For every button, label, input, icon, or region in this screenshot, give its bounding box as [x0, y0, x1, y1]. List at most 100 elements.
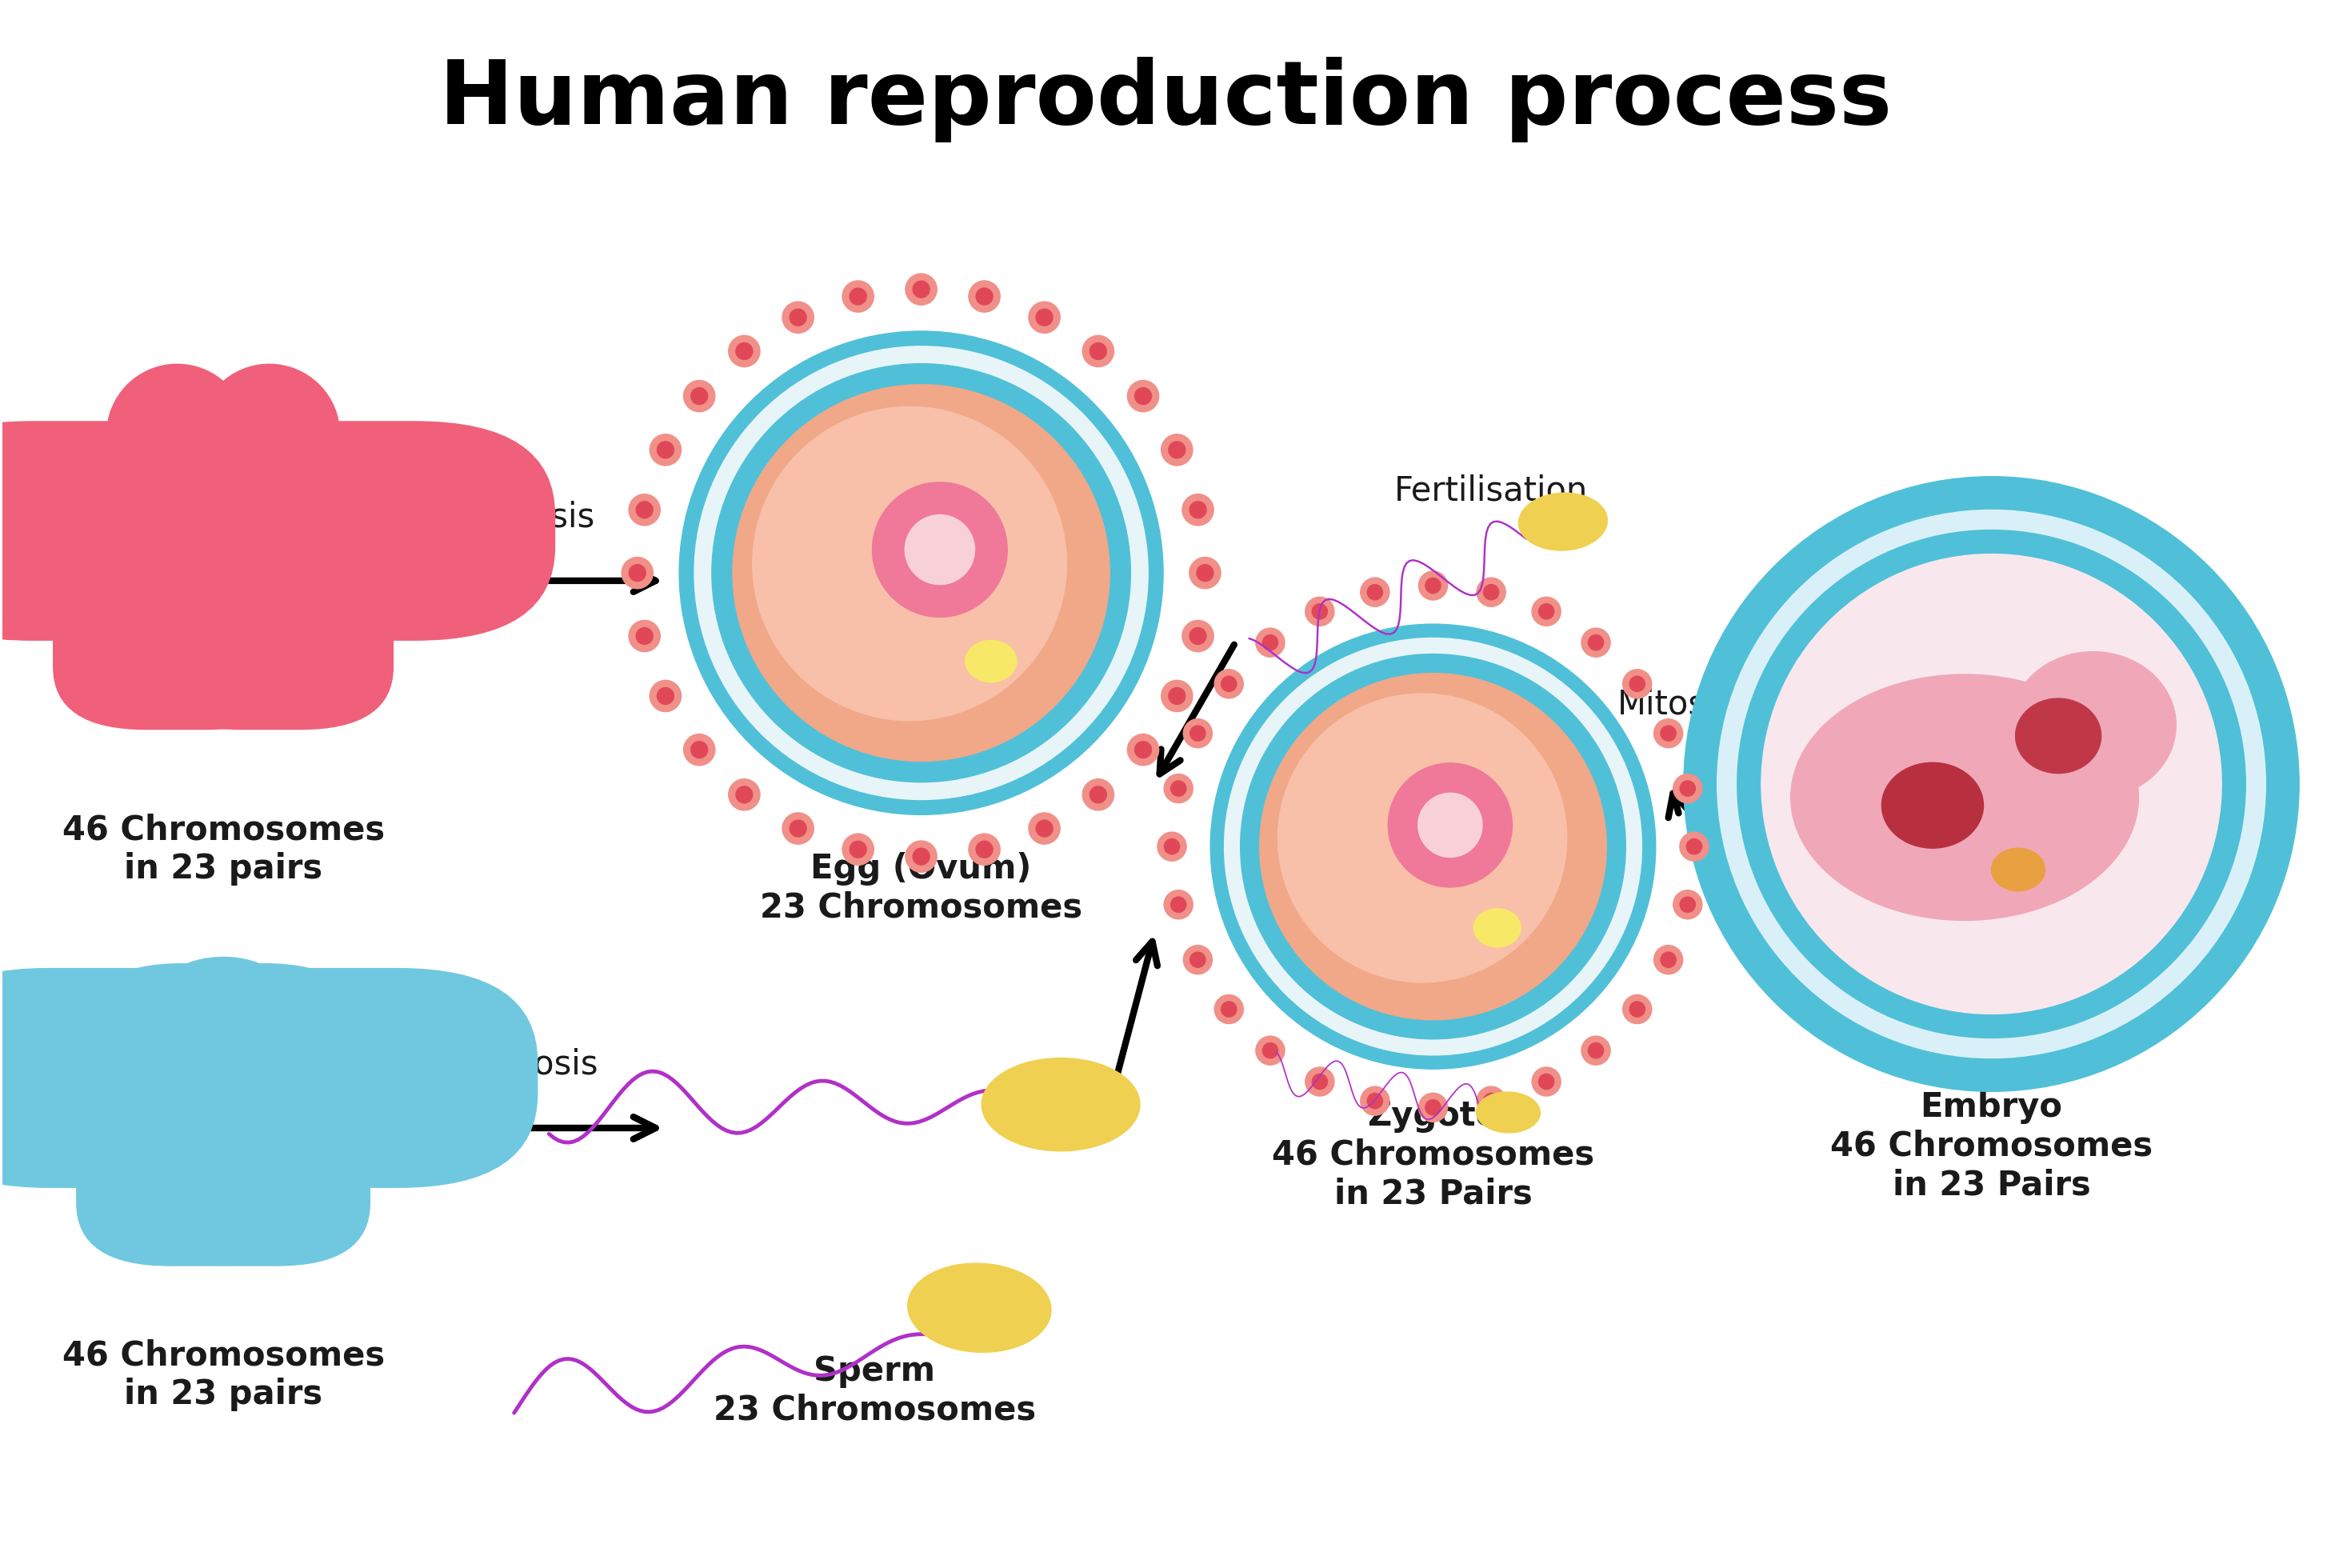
- Ellipse shape: [977, 840, 993, 858]
- Ellipse shape: [737, 786, 753, 803]
- Ellipse shape: [1629, 1002, 1646, 1018]
- Polygon shape: [100, 516, 345, 666]
- Ellipse shape: [2016, 698, 2100, 773]
- Ellipse shape: [1161, 681, 1193, 712]
- FancyBboxPatch shape: [149, 510, 394, 729]
- Ellipse shape: [1881, 762, 1984, 848]
- Ellipse shape: [1483, 1093, 1499, 1109]
- Ellipse shape: [1163, 775, 1193, 803]
- Ellipse shape: [1182, 494, 1214, 525]
- Ellipse shape: [2009, 652, 2177, 798]
- Ellipse shape: [1531, 1068, 1562, 1096]
- Ellipse shape: [753, 406, 1068, 721]
- Ellipse shape: [1263, 635, 1277, 651]
- Ellipse shape: [1035, 309, 1054, 326]
- Ellipse shape: [790, 309, 807, 326]
- Ellipse shape: [1991, 848, 2044, 891]
- Ellipse shape: [657, 442, 674, 458]
- Ellipse shape: [711, 364, 1131, 782]
- Text: Sperm
23 Chromosomes: Sperm 23 Chromosomes: [713, 1355, 1035, 1427]
- Ellipse shape: [1263, 1043, 1277, 1058]
- Ellipse shape: [841, 834, 874, 866]
- Text: Zygote
46 Chromosomes
in 23 Pairs: Zygote 46 Chromosomes in 23 Pairs: [1273, 1099, 1594, 1210]
- Ellipse shape: [1424, 1099, 1441, 1115]
- Ellipse shape: [1035, 820, 1054, 837]
- Text: Embryo
46 Chromosomes
in 23 Pairs: Embryo 46 Chromosomes in 23 Pairs: [1830, 1090, 2152, 1201]
- Ellipse shape: [1135, 387, 1152, 405]
- Text: Mitosis: Mitosis: [1618, 688, 1732, 721]
- FancyBboxPatch shape: [119, 969, 538, 1187]
- FancyBboxPatch shape: [161, 422, 555, 640]
- Ellipse shape: [152, 956, 296, 1055]
- Ellipse shape: [650, 681, 681, 712]
- Ellipse shape: [1128, 381, 1159, 412]
- Ellipse shape: [1091, 786, 1107, 803]
- Ellipse shape: [1082, 336, 1114, 367]
- Ellipse shape: [1655, 946, 1683, 974]
- Ellipse shape: [1028, 812, 1061, 844]
- Ellipse shape: [1478, 577, 1506, 607]
- Ellipse shape: [1277, 693, 1566, 982]
- Ellipse shape: [1622, 670, 1653, 698]
- Ellipse shape: [629, 494, 660, 525]
- Ellipse shape: [1184, 946, 1212, 974]
- Ellipse shape: [1478, 1087, 1506, 1115]
- Ellipse shape: [1256, 1036, 1284, 1065]
- Ellipse shape: [981, 1058, 1140, 1151]
- Ellipse shape: [904, 840, 937, 872]
- Ellipse shape: [159, 394, 287, 521]
- Ellipse shape: [1790, 674, 2138, 920]
- Text: Human reproduction process: Human reproduction process: [438, 56, 1893, 143]
- Text: Fertilisation: Fertilisation: [1394, 474, 1587, 508]
- Ellipse shape: [695, 347, 1149, 800]
- Ellipse shape: [914, 281, 930, 298]
- Ellipse shape: [690, 742, 709, 757]
- Ellipse shape: [1189, 627, 1207, 644]
- FancyBboxPatch shape: [77, 1051, 310, 1265]
- Text: Meiosis: Meiosis: [476, 1047, 599, 1080]
- Text: Egg (Ovum)
23 Chromosomes: Egg (Ovum) 23 Chromosomes: [760, 853, 1082, 925]
- Ellipse shape: [1170, 781, 1186, 797]
- Ellipse shape: [1629, 676, 1646, 691]
- Ellipse shape: [1587, 635, 1604, 651]
- Ellipse shape: [851, 840, 867, 858]
- Ellipse shape: [636, 502, 653, 517]
- Ellipse shape: [1221, 1002, 1238, 1018]
- Ellipse shape: [1718, 510, 2266, 1058]
- Ellipse shape: [1674, 891, 1702, 919]
- Ellipse shape: [1028, 301, 1061, 332]
- Ellipse shape: [1305, 1068, 1333, 1096]
- Ellipse shape: [1168, 688, 1186, 704]
- Ellipse shape: [965, 640, 1016, 682]
- Ellipse shape: [683, 734, 716, 765]
- Ellipse shape: [851, 289, 867, 304]
- Ellipse shape: [1135, 742, 1152, 757]
- Ellipse shape: [650, 434, 681, 466]
- Ellipse shape: [1163, 839, 1179, 855]
- Ellipse shape: [904, 514, 974, 585]
- Ellipse shape: [636, 627, 653, 644]
- FancyBboxPatch shape: [0, 422, 287, 640]
- Ellipse shape: [1256, 629, 1284, 657]
- Ellipse shape: [1159, 833, 1186, 861]
- Ellipse shape: [1259, 673, 1606, 1019]
- Ellipse shape: [1305, 597, 1333, 626]
- Ellipse shape: [683, 381, 716, 412]
- Ellipse shape: [1189, 502, 1207, 517]
- Ellipse shape: [1473, 908, 1520, 947]
- FancyBboxPatch shape: [0, 969, 329, 1187]
- Ellipse shape: [730, 779, 760, 811]
- Text: Mitosis: Mitosis: [480, 500, 594, 533]
- Ellipse shape: [907, 1264, 1051, 1352]
- Ellipse shape: [1538, 1074, 1555, 1090]
- Ellipse shape: [1681, 781, 1695, 797]
- Ellipse shape: [1681, 833, 1709, 861]
- Ellipse shape: [1424, 579, 1441, 593]
- Ellipse shape: [1368, 1093, 1382, 1109]
- Ellipse shape: [977, 289, 993, 304]
- Ellipse shape: [1312, 1074, 1326, 1090]
- Ellipse shape: [1210, 624, 1655, 1069]
- Ellipse shape: [1538, 604, 1555, 619]
- Ellipse shape: [690, 387, 709, 405]
- Ellipse shape: [1161, 434, 1193, 466]
